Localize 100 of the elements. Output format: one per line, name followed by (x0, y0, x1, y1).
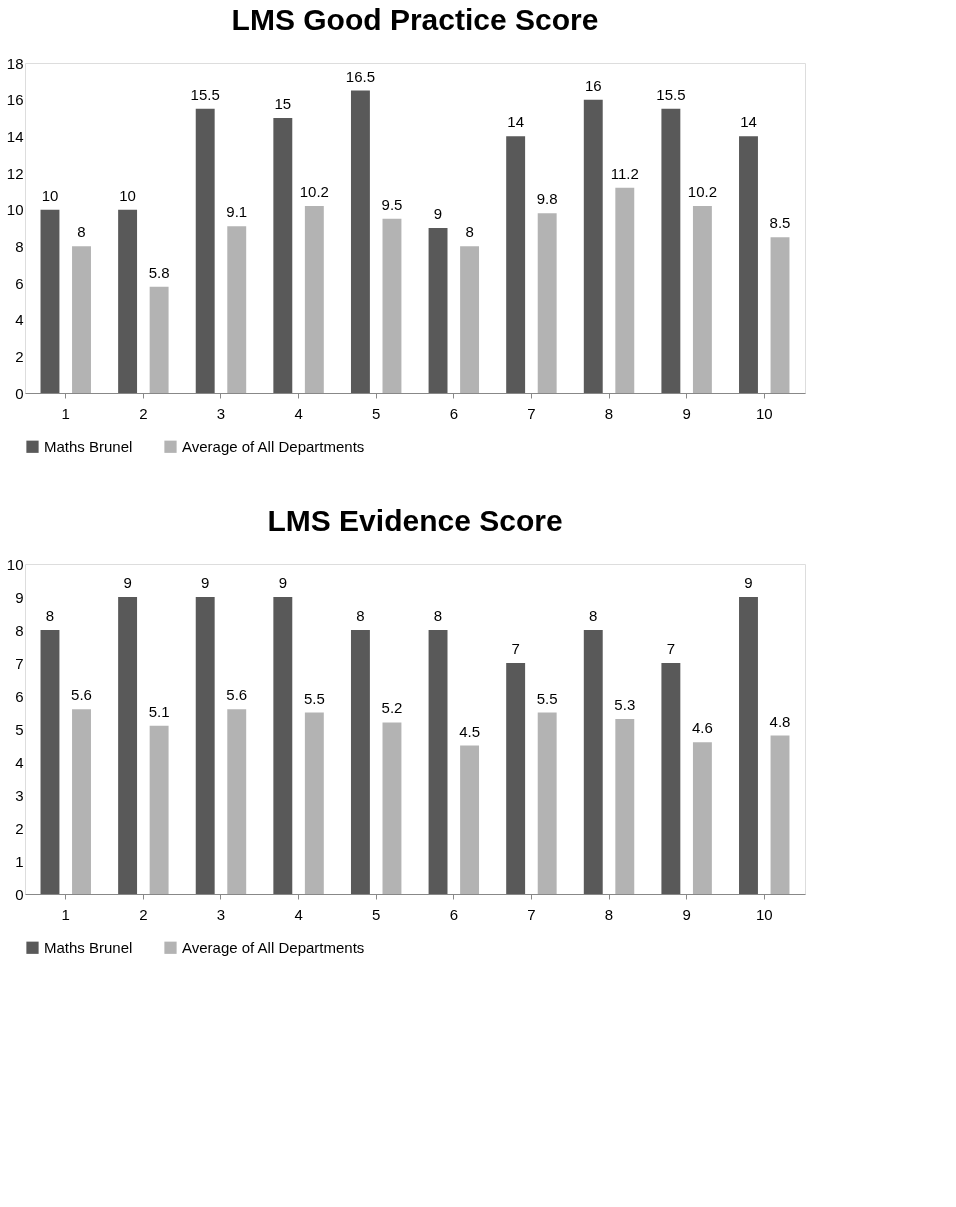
y-tick-label: 1 (15, 852, 24, 870)
chart-title: LMS Good Practice Score (231, 3, 599, 36)
bar (350, 630, 370, 894)
bar (227, 709, 247, 894)
data-label: 9.5 (381, 195, 403, 213)
x-tick-label: 6 (449, 905, 458, 923)
data-label: 8 (45, 607, 55, 624)
data-label: 10 (119, 186, 136, 204)
legend-label: Maths Brunel (44, 437, 133, 455)
bar (118, 209, 138, 393)
data-label: 5.6 (71, 686, 92, 704)
data-label: 15.5 (656, 85, 686, 103)
y-tick-label: 4 (15, 753, 24, 771)
data-label: 9 (123, 574, 132, 591)
data-label: 11.2 (610, 164, 639, 182)
y-tick-label: 6 (15, 274, 24, 292)
y-tick-label: 9 (15, 588, 24, 606)
data-label: 8 (465, 223, 474, 241)
y-tick-label: 3 (15, 786, 24, 804)
y-tick-label: 10 (6, 555, 24, 573)
data-label: 14 (507, 113, 524, 131)
data-label: 8 (589, 607, 598, 624)
x-tick-label: 2 (139, 404, 148, 422)
data-label: 10.2 (687, 183, 718, 200)
data-label: 16 (584, 76, 602, 94)
bar (460, 246, 480, 393)
y-tick-label: 14 (6, 127, 24, 145)
data-label: 4.8 (769, 712, 791, 730)
data-label: 4.6 (691, 719, 713, 737)
data-label: 9.8 (536, 190, 558, 208)
data-label: 5.6 (226, 686, 248, 704)
data-label: 15 (274, 95, 292, 112)
data-label: 5.1 (148, 702, 170, 720)
bar (40, 630, 60, 894)
data-label: 9 (744, 574, 753, 591)
y-tick-label: 8 (15, 621, 24, 639)
y-tick-label: 6 (15, 687, 24, 705)
bar (615, 187, 635, 393)
x-tick-label: 7 (527, 905, 536, 923)
bar (72, 246, 91, 393)
data-label: 9 (278, 574, 287, 591)
bar (195, 597, 215, 894)
data-label: 10 (41, 186, 59, 204)
data-label: 5.2 (381, 699, 403, 717)
bar (739, 136, 758, 393)
bar (350, 90, 370, 393)
data-label: 9 (201, 574, 210, 591)
x-tick-label: 2 (139, 905, 148, 923)
bar (428, 630, 448, 894)
data-label: 8 (77, 223, 86, 241)
y-tick-label: 18 (6, 54, 24, 72)
bar (692, 206, 712, 393)
x-tick-label: 1 (61, 905, 70, 923)
x-tick-label: 8 (604, 404, 614, 422)
chart-title: LMS Evidence Score (267, 504, 563, 537)
bar (428, 228, 448, 393)
bar (770, 735, 790, 894)
x-tick-label: 8 (604, 905, 614, 923)
bar (382, 722, 402, 894)
x-tick-label: 4 (294, 905, 303, 923)
data-label: 5.5 (536, 689, 558, 707)
data-label: 14 (740, 113, 757, 131)
bar (506, 663, 526, 894)
data-label: 10.2 (299, 183, 329, 200)
bar (583, 99, 603, 393)
data-label: 9 (433, 205, 443, 222)
data-label: 8 (356, 607, 365, 624)
bar (227, 226, 247, 393)
data-label: 7 (511, 640, 520, 657)
bar (149, 725, 169, 894)
bar (149, 286, 169, 393)
bar (615, 719, 635, 894)
x-tick-label: 9 (682, 905, 691, 923)
y-tick-label: 10 (6, 201, 24, 219)
y-tick-label: 8 (15, 237, 24, 255)
x-tick-label: 10 (755, 905, 773, 923)
data-label: 16.5 (345, 67, 376, 85)
bar (460, 745, 480, 894)
bar (382, 218, 402, 393)
x-tick-label: 3 (216, 404, 226, 422)
bar (506, 136, 526, 393)
bar (304, 712, 324, 894)
data-label: 15.5 (190, 85, 220, 103)
legend-label: Average of All Departments (182, 938, 365, 956)
bar (118, 597, 138, 894)
bar (537, 213, 557, 393)
y-tick-label: 16 (6, 91, 24, 109)
data-label: 8 (433, 607, 443, 624)
x-tick-label: 10 (755, 404, 773, 422)
y-tick-label: 0 (15, 384, 24, 402)
bar (195, 108, 215, 393)
x-tick-label: 3 (216, 905, 226, 923)
bar (692, 742, 712, 894)
bar (583, 630, 603, 894)
x-tick-label: 6 (449, 404, 458, 422)
y-tick-label: 0 (15, 885, 24, 903)
data-label: 8.5 (769, 214, 791, 232)
x-tick-label: 7 (527, 404, 536, 422)
data-label: 5.3 (614, 696, 636, 714)
bar (72, 709, 91, 894)
